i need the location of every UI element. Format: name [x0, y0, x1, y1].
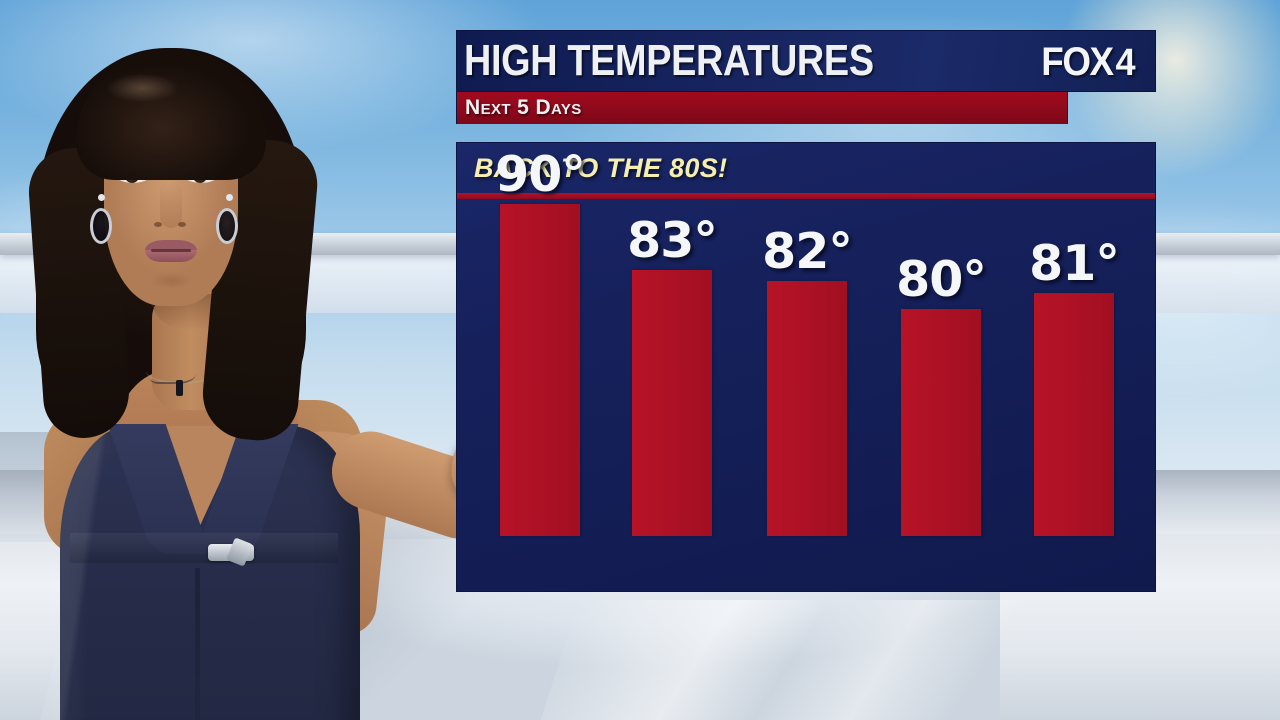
- weather-graphic: HIGH TEMPERATURES FOX 4 Next 5 Days BACK…: [456, 30, 1156, 592]
- meteorologist: [0, 28, 583, 720]
- studio-floor-glare: [540, 600, 1100, 720]
- graphic-header: HIGH TEMPERATURES FOX 4: [456, 30, 1156, 92]
- ear-stud-left: [98, 194, 105, 201]
- hair-top: [76, 50, 266, 180]
- temperature-value-label: 83°: [627, 212, 718, 269]
- headline-divider: [457, 193, 1155, 199]
- temperature-value-label: 81°: [1029, 235, 1120, 292]
- lips: [145, 240, 197, 262]
- logo-brand-text: FOX: [1041, 39, 1114, 84]
- hair-highlight: [104, 68, 200, 108]
- chin-shading: [140, 272, 202, 294]
- fox4-logo: FOX 4: [1035, 40, 1135, 85]
- microphone-wire: [150, 358, 196, 384]
- temperature-value-label: 90°: [495, 146, 586, 203]
- temperature-bar: [632, 270, 712, 536]
- subtitle-text: Next 5 Days: [465, 96, 582, 119]
- temperature-bar: [767, 281, 847, 536]
- nose: [160, 180, 182, 228]
- temperature-bar: [1034, 293, 1114, 536]
- lapel-microphone: [176, 380, 183, 396]
- chart-panel: BACK TO THE 80S! 90°83°82°80°81° MonTueW…: [456, 142, 1156, 592]
- nostril-left: [154, 222, 162, 227]
- dress-buckle: [208, 544, 254, 561]
- page-title: HIGH TEMPERATURES: [464, 36, 874, 85]
- earring-left: [90, 208, 112, 244]
- temperature-value-label: 80°: [896, 251, 987, 308]
- cheek-left: [110, 204, 140, 226]
- subtitle-bar: Next 5 Days: [456, 92, 1068, 124]
- temperature-bar: [901, 309, 981, 536]
- bar-chart-plot: 90° 83° 82° 80° 81°: [457, 146, 1155, 536]
- temperature-value-label: 82°: [762, 223, 853, 280]
- ear-stud-right: [226, 194, 233, 201]
- dress-fold: [195, 568, 200, 720]
- chart-headline: BACK TO THE 80S!: [474, 153, 728, 183]
- earring-right: [216, 208, 238, 244]
- logo-channel-number: 4: [1115, 41, 1135, 84]
- nostril-right: [178, 222, 186, 227]
- temperature-bar: [500, 204, 580, 536]
- dress-waist-seam: [70, 533, 338, 563]
